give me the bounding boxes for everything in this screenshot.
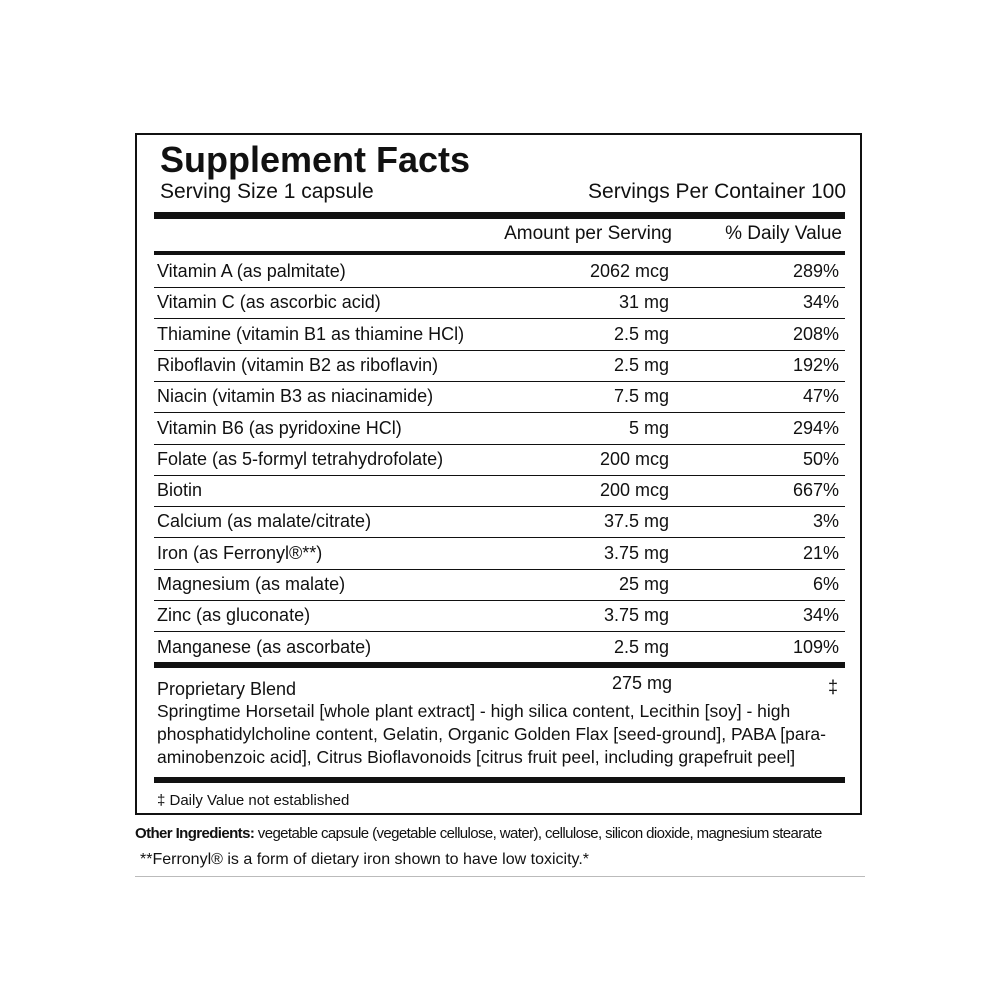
amount: 200 mcg [599, 480, 669, 501]
daily-value: 109% [792, 636, 839, 657]
thick-rule [154, 662, 845, 668]
rule [154, 251, 845, 255]
nutrient-row: Niacin (vitamin B3 as niacinamide) 7.5 mg… [154, 381, 845, 414]
amount: 25 mg [618, 574, 669, 594]
nutrient-name: Vitamin A (as palmitate) [157, 261, 346, 281]
amount: 7.5 mg [613, 386, 669, 407]
nutrient-name: Vitamin C (as ascorbic acid) [157, 292, 381, 313]
nutrient-name: Manganese (as ascorbate) [157, 636, 372, 657]
nutrient-row: Zinc (as gluconate) 3.75 mg 34% [154, 600, 845, 633]
nutrient-name: Niacin (vitamin B3 as niacinamide) [157, 386, 434, 407]
nutrient-name: Riboflavin (vitamin B2 as riboflavin) [157, 354, 439, 375]
daily-value: 34% [802, 605, 839, 626]
nutrient-name: Magnesium (as malate) [157, 574, 346, 594]
daily-value: 667% [792, 480, 839, 501]
amount: 5 mg [628, 417, 669, 438]
nutrient-name: Calcium (as malate/citrate) [157, 511, 372, 532]
nutrient-row: Riboflavin (vitamin B2 as riboflavin) 2.5… [154, 350, 845, 382]
daily-value: 47% [802, 386, 839, 407]
amount-header: Amount per Serving [504, 223, 672, 244]
other-ingredients: Other Ingredients: vegetable capsule (ve… [135, 825, 875, 842]
amount: 37.5 mg [603, 511, 669, 532]
amount: 2.5 mg [613, 354, 669, 375]
daily-value: 294% [792, 417, 839, 438]
nutrient-name: Zinc (as gluconate) [157, 605, 311, 626]
nutrient-name: Folate (as 5-formyl tetrahydrofolate) [157, 448, 444, 469]
serving-size: Serving Size 1 capsule [160, 180, 374, 203]
nutrient-row: Thiamine (vitamin B1 as thiamine HCl) 2.5… [154, 319, 845, 351]
title: Supplement Facts [160, 139, 471, 180]
nutrient-row: Biotin 200 mcg 667% [154, 475, 845, 508]
ferronyl-note: **Ferronyl® is a form of dietary iron sh… [140, 851, 589, 868]
amount: 2.5 mg [613, 636, 669, 657]
amount: 3.75 mg [603, 605, 669, 626]
thick-rule [154, 777, 845, 783]
daily-value: 3% [812, 511, 839, 532]
nutrient-row: Folate (as 5-formyl tetrahydrofolate) 200… [154, 444, 845, 476]
nutrient-row: Manganese (as ascorbate) 2.5 mg 109% [154, 632, 845, 664]
dv-header: % Daily Value [725, 223, 842, 244]
other-ingredients-label: Other Ingredients: [135, 825, 255, 842]
blend-description: Springtime Horsetail [whole plant extrac… [157, 701, 826, 767]
nutrient-row: Vitamin C (as ascorbic acid) 31 mg 34% [154, 287, 845, 320]
daily-value: 50% [802, 448, 839, 469]
daily-value: 21% [802, 542, 839, 563]
blend-name: Proprietary Blend [157, 679, 297, 699]
blend-dv: ‡ [827, 677, 838, 697]
nutrient-row: Iron (as Ferronyl®**) 3.75 mg 21% [154, 538, 845, 570]
thick-rule [154, 212, 845, 219]
daily-value: 34% [802, 292, 839, 313]
nutrient-row: Magnesium (as malate) 25 mg 6% [154, 569, 845, 601]
amount: 200 mcg [599, 448, 669, 469]
amount: 2062 mcg [589, 261, 669, 281]
divider [135, 876, 865, 877]
daily-value: 192% [792, 354, 839, 375]
facts-panel: Supplement Facts Serving Size 1 capsule … [135, 133, 862, 815]
nutrient-row: Vitamin A (as palmitate) 2062 mcg 289% [154, 256, 845, 288]
daily-value: 208% [792, 323, 839, 344]
servings-per-container: Servings Per Container 100 [588, 180, 846, 203]
footnote: ‡ Daily Value not established [157, 792, 350, 809]
nutrient-name: Vitamin B6 (as pyridoxine HCl) [157, 417, 402, 438]
nutrient-name: Iron (as Ferronyl®**) [157, 542, 323, 563]
blend-amount: 275 mg [611, 673, 672, 693]
daily-value: 289% [792, 261, 839, 281]
amount: 31 mg [618, 292, 669, 313]
nutrient-row: Vitamin B6 (as pyridoxine HCl) 5 mg 294% [154, 413, 845, 445]
nutrient-name: Thiamine (vitamin B1 as thiamine HCl) [157, 323, 465, 344]
daily-value: 6% [812, 574, 839, 594]
nutrient-row: Calcium (as malate/citrate) 37.5 mg 3% [154, 506, 845, 539]
other-ingredients-text: vegetable capsule (vegetable cellulose, … [257, 825, 823, 842]
nutrient-name: Biotin [157, 480, 203, 501]
amount: 3.75 mg [603, 542, 669, 563]
amount: 2.5 mg [613, 323, 669, 344]
